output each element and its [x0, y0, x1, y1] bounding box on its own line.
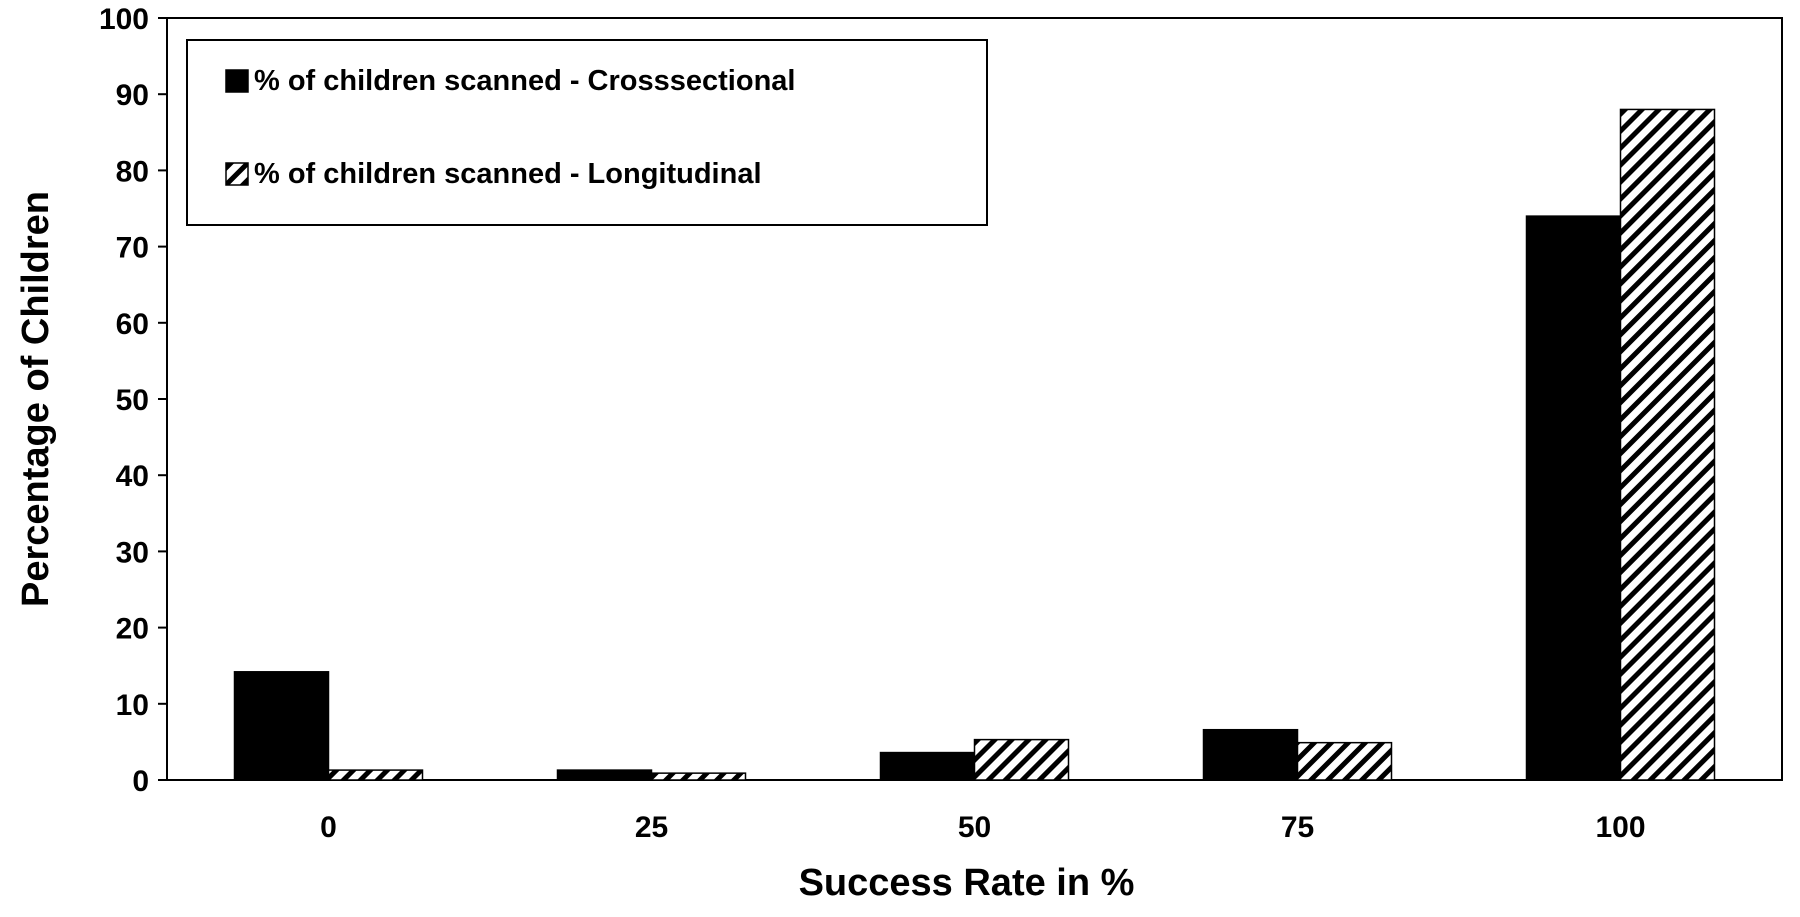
y-tick-label: 10 — [116, 689, 149, 722]
legend-label-longitudinal: % of children scanned - Longitudinal — [254, 158, 762, 190]
y-tick-label: 60 — [116, 308, 149, 341]
y-axis-title: Percentage of Children — [15, 191, 57, 607]
x-tick-label: 25 — [635, 811, 668, 844]
legend-swatch-longitudinal — [225, 162, 249, 186]
y-tick-label: 90 — [116, 79, 149, 112]
legend: % of children scanned - Crosssectional %… — [186, 39, 988, 226]
y-tick-label: 80 — [116, 155, 149, 188]
y-tick-label: 0 — [132, 765, 149, 798]
x-tick-label: 50 — [958, 811, 991, 844]
y-tick-label: 100 — [99, 3, 149, 36]
bar-crosssectional-50 — [879, 751, 976, 781]
legend-swatch-crosssectional — [225, 69, 249, 93]
y-tick-label: 40 — [116, 460, 149, 493]
bar-series-group — [233, 108, 1716, 781]
x-tick-label: 100 — [1595, 811, 1645, 844]
y-tick-label: 30 — [116, 536, 149, 569]
bar-crosssectional-25 — [556, 769, 653, 781]
legend-box — [186, 39, 988, 226]
x-axis: 0 25 50 75 100 — [320, 811, 1645, 844]
x-axis-title: Success Rate in % — [799, 862, 1135, 904]
y-tick-label: 20 — [116, 613, 149, 646]
bar-longitudinal-25 — [650, 772, 747, 781]
y-tick-label: 50 — [116, 384, 149, 417]
bar-longitudinal-100 — [1619, 108, 1716, 781]
x-tick-label: 0 — [320, 811, 337, 844]
y-tick-label: 70 — [116, 232, 149, 265]
bar-crosssectional-0 — [233, 671, 330, 781]
bar-crosssectional-75 — [1202, 728, 1299, 781]
bar-longitudinal-0 — [327, 769, 424, 781]
bar-longitudinal-75 — [1296, 741, 1393, 781]
x-tick-label: 75 — [1281, 811, 1314, 844]
legend-label-crosssectional: % of children scanned - Crosssectional — [254, 65, 795, 97]
bar-crosssectional-100 — [1525, 215, 1622, 781]
bar-longitudinal-50 — [973, 738, 1070, 781]
y-axis: 0 10 20 30 40 50 60 70 80 90 100 — [99, 3, 167, 798]
